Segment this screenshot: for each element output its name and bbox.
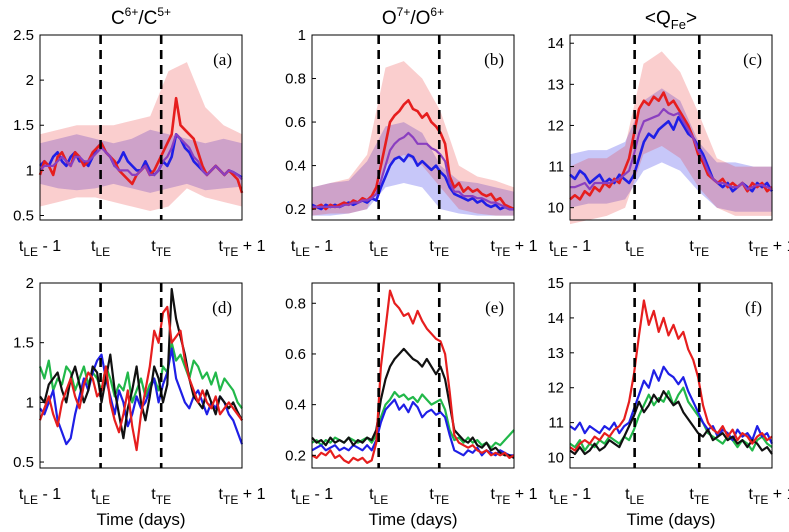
y-tick-label: 14	[547, 310, 564, 327]
x-tick-label: tTE	[151, 238, 171, 259]
y-tick-label: 0.5	[13, 207, 34, 224]
y-tick-label: 0.4	[285, 397, 306, 414]
x-tick-label: tLE	[625, 486, 644, 507]
x-tick-label: tLE - 1	[291, 238, 333, 259]
series-line-black	[39, 287, 243, 440]
x-tick-label: tLE	[369, 486, 388, 507]
panel-label: (d)	[212, 298, 232, 317]
y-tick-label: 1	[26, 394, 34, 411]
series-line-purple	[39, 133, 243, 181]
band-red	[570, 51, 772, 225]
panel-b: 0.2 0.4 0.6 0.8 1 tLE - 1 tLE tTE tTE + 1 (b)	[285, 27, 537, 259]
series-line-green	[38, 341, 243, 409]
y-tick-label: 0.8	[285, 295, 306, 312]
x-tick-label: tLE - 1	[19, 486, 61, 507]
x-tick-label: tLE - 1	[549, 238, 591, 259]
band-red	[40, 62, 242, 211]
y-tick-label: 1	[26, 162, 34, 179]
panel-a: 0.5 1 1.5 2 2.5 tLE - 1 tLE tTE tTE + 1 (a)	[13, 27, 265, 259]
x-tick-label: tTE + 1	[219, 238, 266, 259]
band-blue	[40, 129, 242, 193]
panel-label: (b)	[484, 50, 504, 69]
panel-label: (e)	[485, 298, 504, 317]
y-tick-label: 0.4	[285, 158, 306, 175]
series-line-black	[569, 390, 773, 456]
y-tick-label: 10	[547, 450, 564, 467]
y-tick-label: 1.5	[13, 117, 34, 134]
y-tick-label: 10	[547, 200, 564, 217]
x-tick-label: tLE	[91, 486, 110, 507]
x-tick-label: tLE - 1	[291, 486, 333, 507]
x-tick-label: tTE	[429, 238, 449, 259]
y-tick-label: 0.6	[285, 114, 306, 131]
series-line-red	[311, 289, 515, 464]
x-axis-label: Time (days)	[368, 510, 457, 529]
x-axis-label: Time (days)	[626, 510, 715, 529]
y-tick-label: 14	[547, 35, 564, 52]
panel-c: 10 11 12 13 14 tLE - 1 tLE tTE tTE + 1 (c)	[547, 34, 789, 259]
y-tick-label: 0.8	[285, 71, 306, 88]
panel-label: (a)	[213, 50, 232, 69]
series-line-red	[38, 305, 243, 452]
y-tick-label: 0.6	[285, 346, 306, 363]
axes-frame	[311, 282, 515, 469]
series-line-blue	[569, 365, 773, 445]
y-tick-label: 11	[548, 415, 564, 432]
panel-label: (f)	[745, 298, 762, 317]
y-tick-label: 12	[547, 117, 564, 134]
x-tick-label: tLE	[91, 238, 110, 259]
column-title: O7+/O6+	[382, 5, 444, 29]
y-tick-label: 13	[547, 76, 564, 93]
series-line-green	[311, 390, 515, 449]
y-tick-label: 2	[26, 72, 34, 89]
series-line-red	[311, 99, 515, 211]
x-tick-label: tTE	[429, 486, 449, 507]
y-tick-label: 0.2	[285, 447, 306, 464]
y-tick-label: 12	[547, 380, 564, 397]
axes-frame	[569, 282, 773, 469]
y-tick-label: 13	[547, 345, 564, 362]
series-line-green	[569, 386, 773, 452]
panel-e: 0.2 0.4 0.6 0.8 tLE - 1 tLE tTE tTE + 1 (e) Time …	[285, 282, 538, 529]
axes-frame	[311, 34, 515, 221]
axes-frame	[569, 34, 773, 221]
y-tick-label: 1.5	[13, 335, 34, 352]
series-line-purple	[312, 131, 514, 211]
x-tick-label: tTE + 1	[491, 486, 538, 507]
y-tick-label: 0.2	[285, 201, 306, 218]
column-title: C6+/C5+	[111, 5, 171, 29]
x-tick-label: tLE	[369, 238, 388, 259]
x-tick-label: tLE - 1	[549, 486, 591, 507]
x-tick-label: tLE - 1	[19, 238, 61, 259]
panel-d: 0.5 1 1.5 2 tLE - 1 tLE tTE tTE + 1 (d) Time (day…	[13, 275, 265, 529]
column-title: <QFe>	[645, 8, 697, 32]
x-tick-label: tTE + 1	[491, 238, 538, 259]
x-tick-label: tTE + 1	[749, 238, 789, 259]
panel-f: 10 11 12 13 14 15 tLE - 1 tLE tTE tTE + 1 (f) Time …	[547, 275, 789, 529]
x-tick-label: tTE + 1	[219, 486, 266, 507]
x-tick-label: tTE + 1	[749, 486, 789, 507]
x-tick-label: tLE	[625, 238, 644, 259]
series-line-red	[569, 299, 773, 452]
x-tick-label: tTE	[689, 486, 709, 507]
y-tick-label: 2.5	[13, 27, 34, 44]
series-line-black	[311, 347, 515, 459]
y-tick-label: 1	[298, 27, 306, 44]
y-tick-label: 2	[26, 275, 34, 292]
x-tick-label: tTE	[151, 486, 171, 507]
y-tick-label: 15	[547, 275, 564, 292]
series-line-purple	[570, 107, 773, 191]
axes-frame	[39, 34, 243, 221]
axes-frame	[39, 282, 243, 469]
panel-label: (c)	[743, 50, 762, 69]
x-axis-label: Time (days)	[96, 510, 185, 529]
x-tick-label: tTE	[689, 238, 709, 259]
y-tick-label: 0.5	[13, 454, 34, 471]
y-tick-label: 11	[548, 159, 564, 176]
